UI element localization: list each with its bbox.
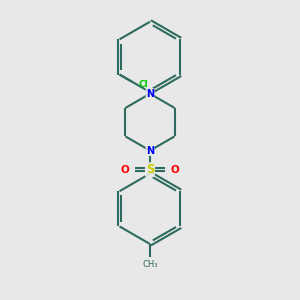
Text: N: N [146, 89, 154, 99]
Text: O: O [120, 164, 129, 175]
Text: N: N [146, 146, 154, 156]
Text: Cl: Cl [139, 80, 148, 88]
Text: S: S [146, 163, 154, 176]
Text: O: O [171, 164, 180, 175]
Text: CH₃: CH₃ [142, 260, 158, 268]
